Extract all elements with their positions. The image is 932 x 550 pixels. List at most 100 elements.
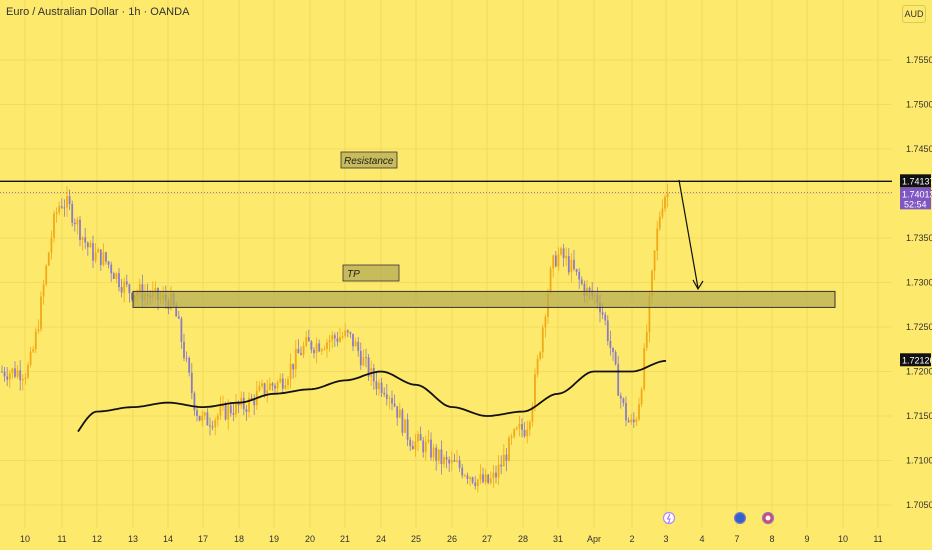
candle-body — [81, 237, 84, 240]
candle-body — [177, 316, 180, 319]
y-tick-label: 1.71000 — [906, 456, 932, 466]
x-tick-label: 26 — [447, 534, 457, 544]
candle-body — [396, 406, 399, 418]
candle-body — [281, 378, 284, 389]
candle-body — [383, 392, 386, 395]
currency-button[interactable]: AUD — [902, 5, 926, 23]
candle-body — [666, 193, 669, 198]
candle-body — [359, 350, 362, 366]
candle-body — [318, 343, 321, 352]
candle-body — [479, 474, 482, 480]
candle-body — [487, 474, 490, 483]
economic-event-icon[interactable] — [733, 511, 747, 525]
candle-body — [365, 357, 367, 359]
candle-body — [609, 340, 612, 348]
candle-body — [300, 353, 302, 355]
candle-body — [253, 398, 256, 406]
candle-body — [99, 249, 102, 266]
candle-body — [276, 382, 279, 389]
candle-body — [107, 261, 110, 265]
candle-body — [536, 358, 539, 375]
countdown-text: 52:54 — [904, 199, 927, 209]
candle-body — [21, 378, 24, 381]
resistance-label-box — [340, 151, 398, 169]
candle-body — [627, 420, 630, 423]
candle-body — [632, 419, 635, 423]
tp-label: TP — [347, 269, 360, 280]
y-axis[interactable]: 1.755001.750001.745001.740001.735001.730… — [900, 55, 932, 510]
candle-body — [47, 252, 50, 266]
candle-body — [261, 383, 263, 387]
lightning-event-icon[interactable] — [662, 511, 676, 525]
candle-body — [297, 348, 300, 354]
candle-body — [193, 393, 196, 411]
candle-body — [437, 449, 440, 461]
candle-body — [414, 441, 417, 450]
candle-body — [422, 440, 425, 453]
x-tick-label: 13 — [128, 534, 138, 544]
candle-body — [45, 265, 48, 285]
candle-body — [120, 287, 123, 293]
candle-body — [505, 454, 508, 461]
x-tick-label: 14 — [163, 534, 173, 544]
candle-body — [154, 288, 157, 292]
last-price-text: 1.74013 — [902, 189, 932, 199]
candle-body — [32, 349, 35, 352]
tp-zone[interactable] — [132, 290, 836, 308]
candle-body — [565, 255, 568, 259]
candle-body — [424, 441, 427, 453]
candle-body — [112, 273, 115, 279]
candle-body — [211, 426, 214, 428]
candle-body — [42, 284, 45, 297]
candle-body — [606, 320, 609, 341]
candle-body — [385, 394, 388, 399]
candle-body — [448, 459, 451, 464]
candle-body — [619, 395, 622, 399]
candle-body — [55, 212, 58, 214]
candle-body — [40, 296, 42, 330]
candle-body — [27, 364, 29, 378]
candle-body — [201, 415, 204, 421]
tp-label-box — [342, 264, 400, 282]
y-tick-label: 1.75500 — [906, 55, 932, 65]
candle-body — [313, 349, 315, 354]
x-tick-label: 21 — [340, 534, 350, 544]
candle-body — [521, 424, 523, 431]
candle-body — [458, 460, 461, 468]
candle-body — [401, 409, 404, 433]
candle-body — [128, 284, 131, 294]
candle-body — [198, 415, 201, 421]
ma-price-tag-text: 1.72126 — [902, 355, 932, 365]
candle-body — [476, 479, 479, 486]
resistance-price-tag-text: 1.74137 — [902, 176, 932, 186]
candle-body — [557, 254, 560, 267]
x-axis[interactable]: 10 11 12 13 14 17 18 19 20 21 24 25 26 27 28 31 Apr 2 3 4 7 8… — [20, 534, 883, 544]
candle-body — [263, 383, 266, 394]
candle-body — [320, 349, 323, 352]
candle-body — [617, 364, 620, 396]
y-tick-label: 1.73000 — [906, 278, 932, 288]
candle-body — [336, 338, 339, 342]
y-tick-label: 1.70500 — [906, 500, 932, 510]
candle-body — [341, 336, 344, 338]
candle-body — [60, 206, 63, 208]
candle-body — [245, 409, 248, 412]
candle-body — [419, 434, 422, 441]
candle-body — [573, 259, 575, 270]
candle-body — [235, 401, 237, 415]
candle-body — [484, 474, 487, 483]
candle-body — [302, 345, 305, 355]
candle-body — [497, 464, 500, 478]
candle-body — [601, 312, 604, 315]
y-tick-label: 1.75000 — [906, 100, 932, 110]
candle-body — [539, 352, 542, 359]
candle-body — [367, 357, 370, 377]
candle-body — [76, 219, 79, 225]
last-price-tag — [900, 187, 931, 210]
x-tick-label: 18 — [234, 534, 244, 544]
candle-body — [289, 363, 292, 380]
candle-body — [445, 457, 448, 460]
candle-body — [8, 373, 11, 380]
